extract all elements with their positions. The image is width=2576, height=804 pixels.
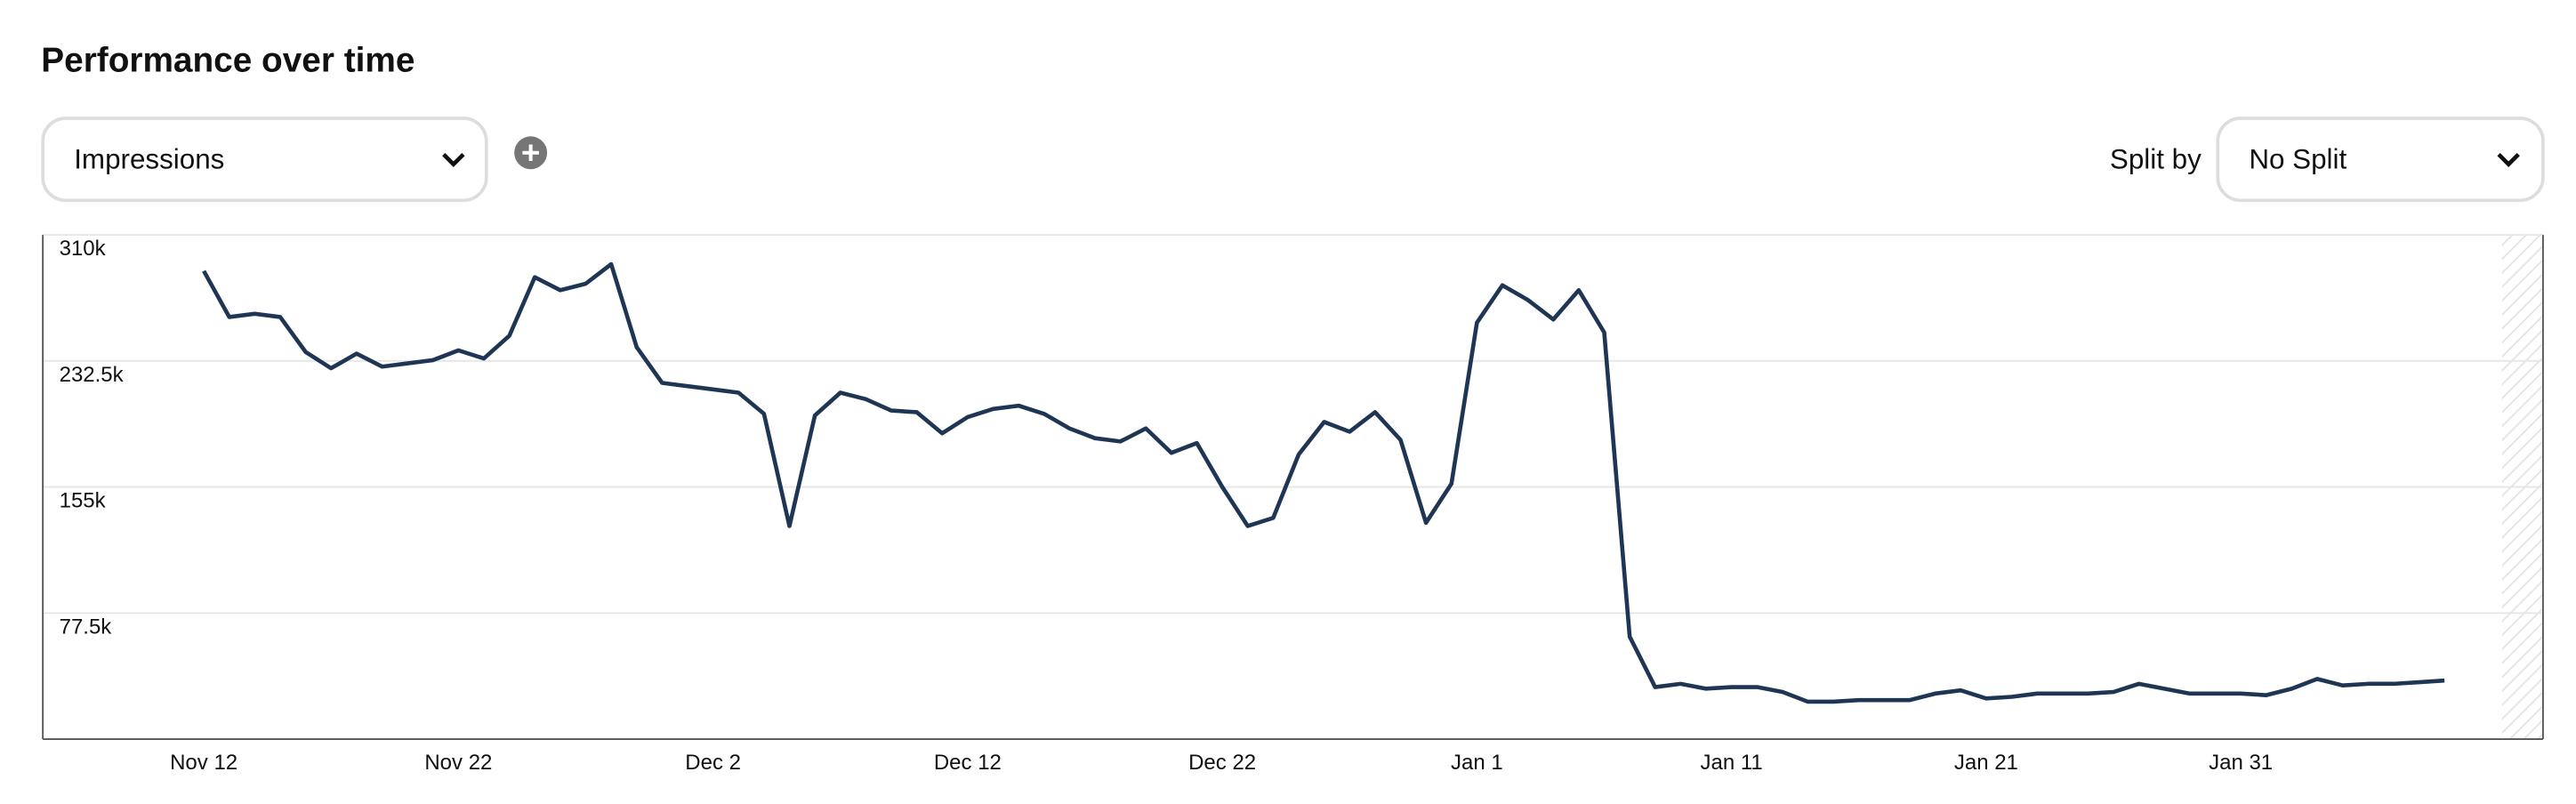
line-series [202, 261, 2445, 704]
x-tick-label: Jan 1 [1451, 751, 1503, 775]
x-tick-label: Dec 2 [685, 751, 741, 775]
metric-label: Impressions [74, 143, 224, 174]
chevron [442, 152, 465, 167]
y-tick-label: 155k [60, 489, 107, 513]
x-tick-label: Jan 21 [1954, 751, 2018, 775]
x-tick-label: Jan 11 [1700, 751, 1762, 775]
x-tick-label: Dec 12 [934, 751, 1002, 775]
split-label: Split by [2110, 143, 2202, 174]
y-tick-label: 310k [60, 237, 107, 261]
x-tick-label: Nov 22 [424, 751, 492, 775]
x-tick-label: Nov 12 [170, 751, 237, 775]
plus-icon [522, 144, 539, 161]
y-tick-label: 77.5k [60, 615, 113, 639]
split-dropdown[interactable] [2216, 117, 2545, 203]
y-tick-label: 232.5k [60, 363, 125, 387]
title: Performance over time [41, 41, 415, 79]
chevron [2497, 152, 2520, 167]
x-tick-label: Dec 22 [1188, 751, 1256, 775]
x-tick-label: Jan 31 [2209, 751, 2273, 775]
plot: 77.5k 155k 232.5k 310k Nov 12 Nov 22 Dec 2 Dec … [42, 234, 2544, 775]
metric-dropdown[interactable] [41, 117, 488, 203]
split-value: No Split [2249, 143, 2347, 174]
